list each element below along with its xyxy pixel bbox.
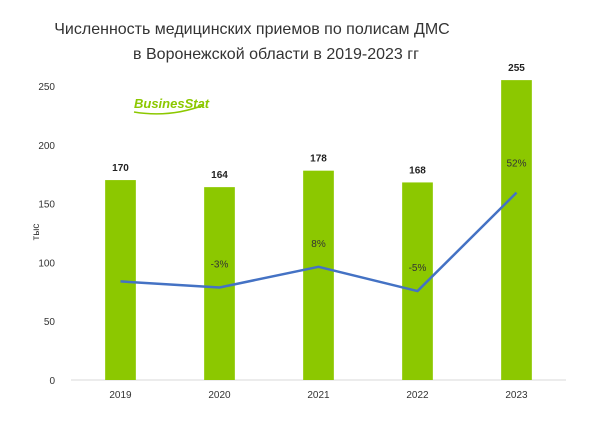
growth-line bbox=[120, 191, 518, 293]
x-tick-label: 2019 bbox=[109, 390, 132, 401]
x-axis-ticks: 2019 2020 2021 2022 2023 bbox=[109, 390, 528, 401]
growth-label: -5% bbox=[409, 263, 427, 274]
bar-value-label: 168 bbox=[409, 165, 426, 176]
bar-value-label: 164 bbox=[211, 170, 228, 181]
logo-swoosh bbox=[133, 104, 205, 115]
chart-title-line-2: в Воронежской области в 2019-2023 гг bbox=[133, 46, 419, 63]
bar-value-label: 170 bbox=[112, 163, 129, 174]
y-tick-label: 0 bbox=[49, 376, 55, 387]
bar-2019 bbox=[105, 180, 136, 380]
growth-line-series: -3% 8% -5% 52% bbox=[120, 159, 527, 293]
x-tick-label: 2021 bbox=[307, 390, 330, 401]
bar-value-label: 178 bbox=[310, 154, 327, 165]
growth-label: 8% bbox=[311, 239, 326, 250]
logo-text: BusinesStat bbox=[134, 96, 210, 111]
y-axis-ticks: 0 50 100 150 200 250 bbox=[38, 82, 55, 387]
bar-2021 bbox=[303, 170, 334, 380]
y-tick-label: 200 bbox=[38, 141, 55, 152]
x-tick-label: 2023 bbox=[505, 390, 528, 401]
businesstat-logo: BusinesStat bbox=[133, 96, 210, 115]
growth-label: 52% bbox=[506, 159, 526, 170]
bar-value-label: 255 bbox=[508, 63, 525, 74]
x-tick-label: 2020 bbox=[208, 390, 231, 401]
growth-label: -3% bbox=[211, 259, 229, 270]
y-tick-label: 100 bbox=[38, 258, 55, 269]
y-tick-label: 250 bbox=[38, 82, 55, 93]
y-tick-label: 50 bbox=[44, 317, 56, 328]
x-tick-label: 2022 bbox=[406, 390, 429, 401]
chart-title-line-1: Численность медицинских приемов по полис… bbox=[54, 21, 449, 38]
y-axis-label: тыс bbox=[31, 224, 42, 241]
bar-value-labels: 170 164 178 168 255 bbox=[112, 63, 525, 181]
bar-2023 bbox=[501, 80, 532, 381]
bar-2020 bbox=[204, 187, 235, 380]
y-tick-label: 150 bbox=[38, 200, 55, 211]
bar-series bbox=[105, 80, 532, 381]
